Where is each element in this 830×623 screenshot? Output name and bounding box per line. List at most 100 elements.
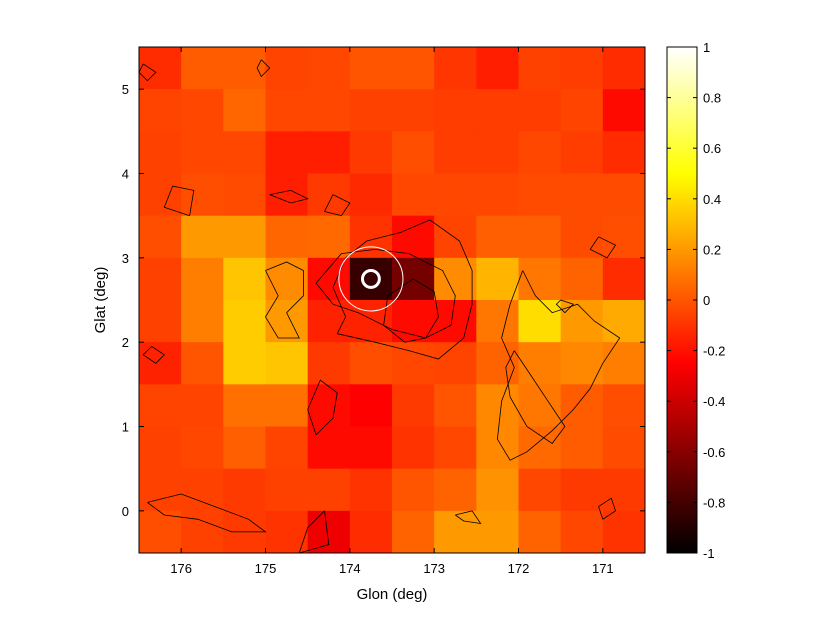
heatmap-cell <box>434 173 477 217</box>
heatmap-cell <box>518 384 562 427</box>
heatmap-cell <box>181 173 224 217</box>
x-tick-label: 173 <box>423 561 445 576</box>
heatmap-cell <box>560 173 604 217</box>
heatmap-cell <box>476 257 519 301</box>
contour-line <box>265 261 304 339</box>
heatmap-cell <box>560 342 604 385</box>
heatmap-cell <box>223 89 266 132</box>
contour-line <box>138 63 157 82</box>
y-tick-label: 1 <box>122 420 129 435</box>
heatmap-cell <box>560 384 604 427</box>
heatmap-cell <box>392 426 435 470</box>
colorbar-tick-label: 0.2 <box>703 242 721 257</box>
heatmap-cell <box>223 468 266 512</box>
y-tick-label: 4 <box>122 167 129 182</box>
heatmap-cell <box>223 131 266 174</box>
heatmap-cell <box>476 510 519 554</box>
heatmap-cell <box>139 47 182 90</box>
contour-line <box>142 346 165 364</box>
heatmap-cell <box>307 173 351 217</box>
contour-line <box>555 299 575 314</box>
colorbar-tick-label: 0.6 <box>703 141 721 156</box>
heatmap-cell <box>602 257 646 301</box>
x-tick-label: 171 <box>592 561 614 576</box>
x-tick-label: 176 <box>170 561 192 576</box>
colorbar-tick-label: 0 <box>703 293 710 308</box>
heatmap-cell <box>307 89 351 132</box>
heatmap-cell <box>602 215 646 259</box>
plot-frame <box>138 46 646 554</box>
heatmap-cell <box>307 300 351 343</box>
heatmap-cell <box>307 215 351 259</box>
heatmap-cell <box>476 215 519 259</box>
source-marker-circle <box>360 268 381 289</box>
heatmap-cell <box>476 342 519 385</box>
heatmap-cell <box>434 426 477 470</box>
heatmap-cell <box>181 131 224 174</box>
contour-line <box>147 493 267 533</box>
heatmap-cell <box>560 47 604 90</box>
heatmap-cell <box>518 468 562 512</box>
contour-line <box>589 236 617 259</box>
source-error-circle <box>338 246 404 312</box>
heatmap-cell <box>307 342 351 385</box>
heatmap-cell <box>392 47 435 90</box>
heatmap-cell <box>602 468 646 512</box>
y-tick-label: 0 <box>122 504 129 519</box>
heatmap-cells <box>139 47 646 554</box>
heatmap-cell <box>349 173 393 217</box>
heatmap-cell <box>434 47 477 90</box>
heatmap-cell <box>476 426 519 470</box>
heatmap-cell <box>392 131 435 174</box>
heatmap-cell <box>181 510 224 554</box>
heatmap-cell <box>265 173 309 217</box>
contour-line <box>307 379 338 436</box>
heatmap-cell <box>476 173 519 217</box>
heatmap-cell <box>181 257 224 301</box>
heatmap-cell <box>518 215 562 259</box>
heatmap-cell <box>602 300 646 343</box>
heatmap-cell <box>518 426 562 470</box>
heatmap-cell <box>223 173 266 217</box>
heatmap-cell <box>265 47 309 90</box>
heatmap-cell <box>560 215 604 259</box>
heatmap-cell <box>181 300 224 343</box>
heatmap-cell <box>560 300 604 343</box>
heatmap-cell <box>518 510 562 554</box>
heatmap-cell <box>602 173 646 217</box>
contour-line <box>269 189 309 204</box>
heatmap-cell <box>349 131 393 174</box>
heatmap-cell <box>560 89 604 132</box>
colorbar-tick-label: -0.6 <box>703 445 725 460</box>
heatmap-cell <box>349 215 393 259</box>
heatmap-cell <box>476 47 519 90</box>
heatmap-cell <box>434 468 477 512</box>
heatmap-cell <box>349 426 393 470</box>
contour-line <box>256 59 271 78</box>
heatmap-cell <box>265 89 309 132</box>
heatmap-cell <box>223 426 266 470</box>
heatmap-cell <box>392 510 435 554</box>
heatmap-cell <box>181 89 224 132</box>
heatmap-cell <box>265 426 309 470</box>
heatmap-cell <box>476 89 519 132</box>
heatmap-cell <box>265 510 309 554</box>
heatmap-cell <box>349 89 393 132</box>
heatmap-cell <box>223 384 266 427</box>
heatmap-cell <box>307 131 351 174</box>
heatmap-cell <box>602 510 646 554</box>
heatmap-cell <box>139 257 182 301</box>
x-axis-label: Glon (deg) <box>357 586 428 603</box>
heatmap-cell <box>434 89 477 132</box>
heatmap-cell <box>181 384 224 427</box>
contour-line <box>505 350 566 444</box>
heatmap-cell <box>349 257 393 301</box>
heatmap-cell <box>139 384 182 427</box>
heatmap-cell <box>139 468 182 512</box>
heatmap-cell <box>181 426 224 470</box>
x-tick-label: 174 <box>339 561 361 576</box>
heatmap-cell <box>307 384 351 427</box>
heatmap-cell <box>349 468 393 512</box>
colorbar-tick-label: 0.8 <box>703 91 721 106</box>
contour-layer <box>138 59 621 554</box>
